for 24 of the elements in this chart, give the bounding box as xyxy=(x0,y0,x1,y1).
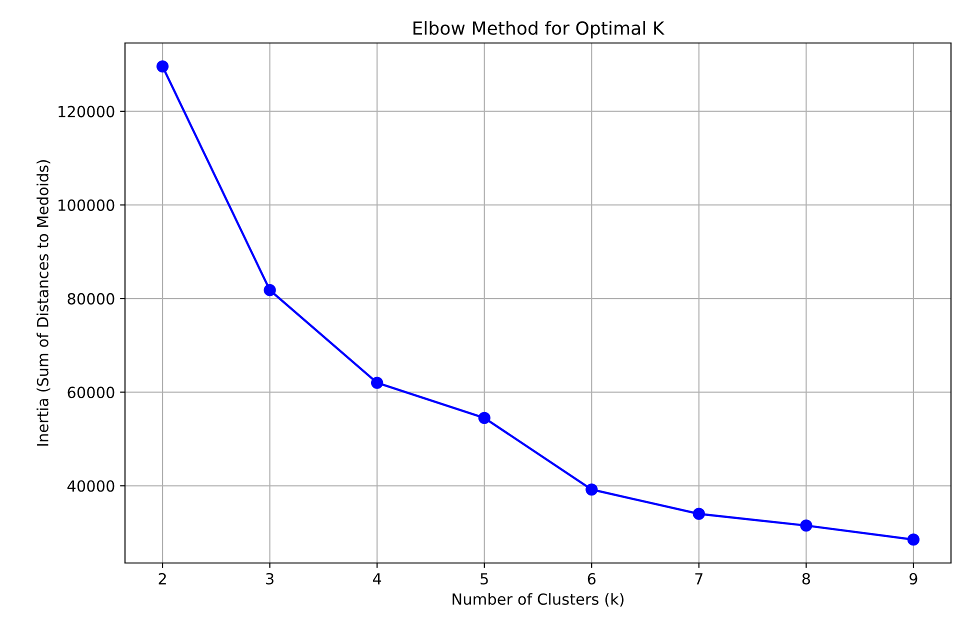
point xyxy=(692,508,705,520)
x-tick-label: 2 xyxy=(158,572,166,584)
x-tick-label: 8 xyxy=(802,572,810,585)
y-tick-label: 120000 xyxy=(58,106,114,118)
x-tick-label: 5 xyxy=(480,573,488,585)
y-tick-label: 100000 xyxy=(58,199,114,211)
chart-title: Elbow Method for Optimal K xyxy=(414,20,665,38)
x-axis-title: Number of Clusters (k) xyxy=(452,593,624,607)
x-tick-label: 4 xyxy=(372,573,382,584)
x-tick-label: 6 xyxy=(588,572,596,585)
point xyxy=(264,284,276,296)
point xyxy=(156,60,169,72)
point xyxy=(800,519,812,532)
y-axis-title: Inertia (Sum of Distances to Medoids) xyxy=(36,160,50,446)
y-tick-label: 60000 xyxy=(68,386,114,398)
point xyxy=(478,412,490,424)
x-tick-label: 9 xyxy=(910,572,918,585)
x-tick-label: 7 xyxy=(695,573,702,584)
y-tick-label: 80000 xyxy=(68,293,114,305)
point xyxy=(907,534,920,546)
point xyxy=(586,483,598,496)
x-tick-label: 3 xyxy=(266,572,274,585)
point xyxy=(371,376,384,389)
y-tick-label: 40000 xyxy=(67,480,114,492)
